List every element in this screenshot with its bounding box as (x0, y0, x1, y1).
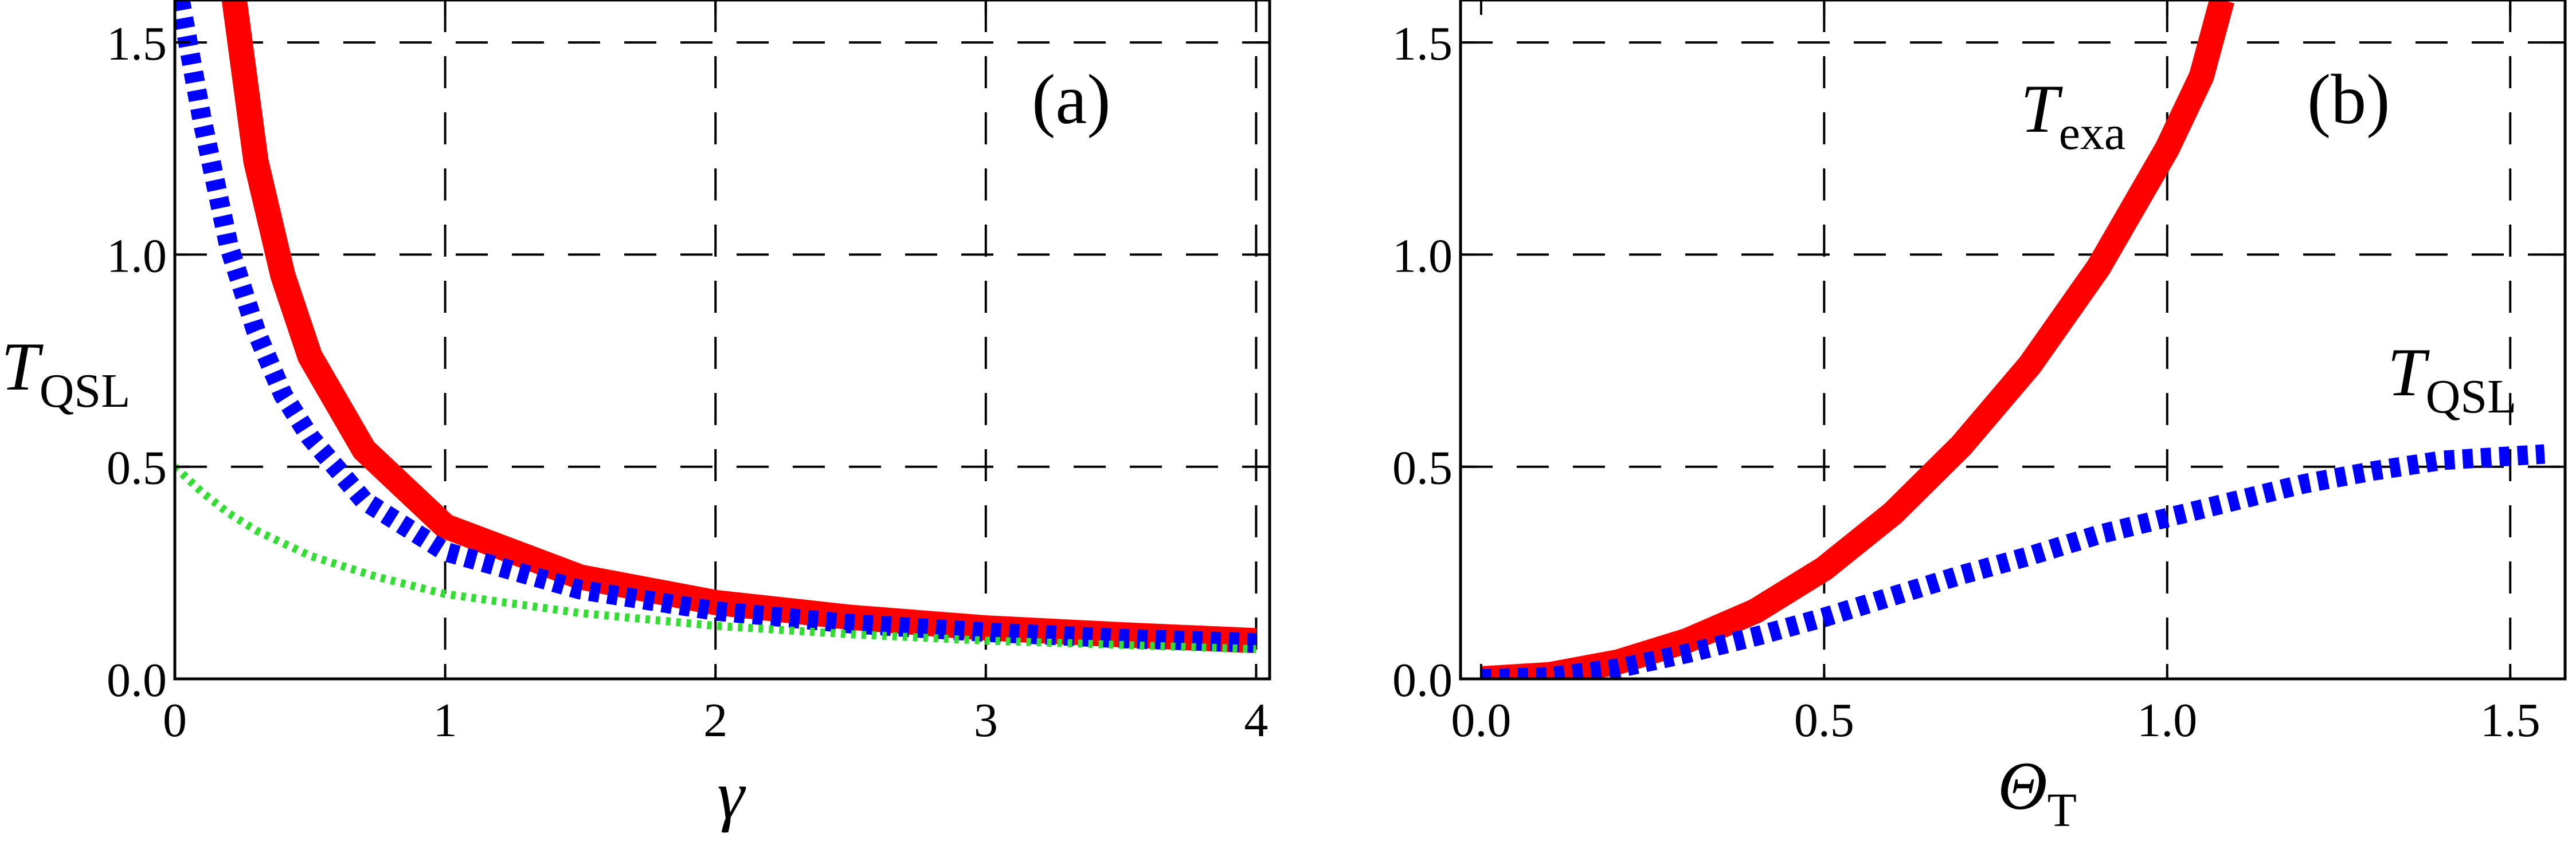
y-tick-label: 1.0 (107, 229, 167, 282)
curve-label-0-sub: exa (2059, 107, 2126, 160)
x-tick-label: 0 (163, 694, 187, 747)
curve-label-1-main: T (2387, 334, 2430, 410)
series-line-0 (1480, 0, 2234, 679)
series-line-1 (175, 0, 1256, 653)
series-group (175, 0, 1257, 654)
curve-label-1-sub: QSL (2426, 370, 2517, 423)
x-tick-label: 1.5 (2480, 694, 2540, 747)
y-tick-label: 0.0 (107, 654, 167, 707)
panel-a: 0 1 2 3 4 0.0 0.5 1.0 1.5 (a) γ TQSL (1, 0, 1271, 833)
panel-label: (b) (2307, 60, 2390, 139)
series-group (1480, 0, 2546, 679)
curve-label-0: Texa (2021, 70, 2125, 160)
curve-label-1: TQSL (2387, 334, 2516, 423)
x-tick-label: 1.0 (2137, 694, 2197, 747)
y-tick-label: 1.5 (107, 17, 167, 70)
series-line-2 (175, 463, 1256, 654)
y-tick-label: 0.0 (1392, 654, 1453, 707)
x-axis-title: ΘT (1998, 748, 2077, 837)
x-tick-label: 0.5 (1794, 694, 1854, 747)
x-tick-label: 1 (433, 694, 457, 747)
x-axis-title: γ (717, 757, 746, 833)
y-tick-label: 1.0 (1392, 229, 1453, 282)
y-tick-label: 1.5 (1392, 17, 1453, 70)
x-tick-label: 4 (1244, 694, 1268, 747)
y-tick-label: 0.5 (1392, 442, 1453, 495)
x-tick-label: 0.0 (1451, 694, 1511, 747)
plot-frame (1459, 0, 2567, 681)
y-axis-title-sub: QSL (40, 364, 131, 418)
y-axis-title-main: T (1, 328, 44, 404)
panel-label: (a) (1032, 60, 1111, 139)
y-axis-title: TQSL (1, 328, 130, 418)
curve-label-0-main: T (2021, 70, 2063, 147)
plot-frame (173, 0, 1271, 681)
x-tick-label: 3 (974, 694, 998, 747)
y-tick-label: 0.5 (107, 442, 167, 495)
series-line-0 (221, 0, 1257, 654)
series-line-1 (1481, 444, 2546, 679)
x-tick-label: 2 (703, 694, 727, 747)
x-axis-title-main: Θ (1998, 748, 2048, 824)
x-axis-title-sub: T (2048, 784, 2077, 837)
